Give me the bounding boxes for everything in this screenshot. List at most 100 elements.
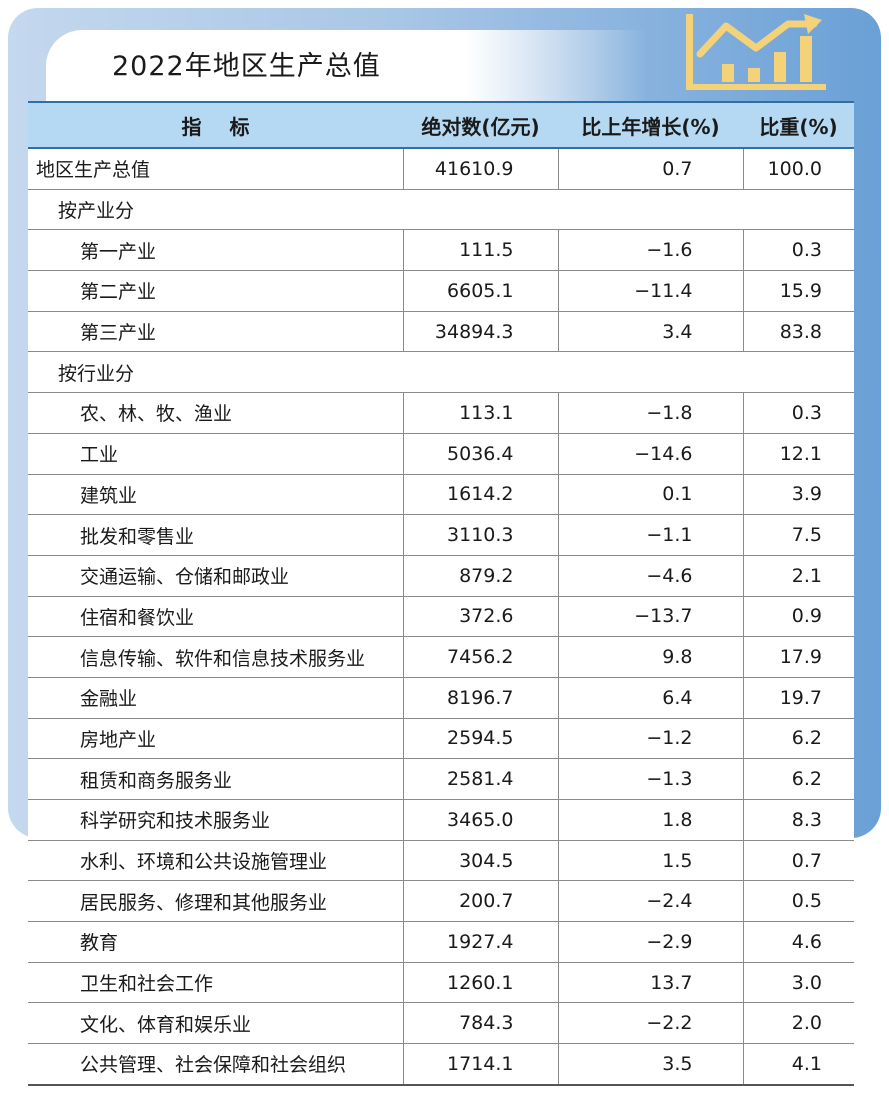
table-row: 第二产业 6605.1 −11.4 15.9: [28, 270, 854, 312]
cell-share: 0.3: [742, 392, 854, 434]
row-label: 教育: [28, 921, 403, 963]
cell-growth: −1.8: [557, 392, 743, 434]
row-label: 建筑业: [28, 474, 403, 516]
row-label: 居民服务、修理和其他服务业: [28, 880, 403, 923]
table-header: 指标 绝对数(亿元) 比上年增长(%) 比重(%): [28, 101, 854, 149]
cell-growth: 9.8: [557, 636, 743, 678]
row-label: 公共管理、社会保障和社会组织: [28, 1043, 403, 1086]
section-row: 按行业分: [28, 351, 854, 394]
header-row: 指标 绝对数(亿元) 比上年增长(%) 比重(%): [28, 101, 854, 149]
cell-growth: 1.8: [557, 799, 743, 841]
header-growth: 比上年增长(%): [558, 101, 743, 149]
table-row: 第一产业 111.5 −1.6 0.3: [28, 229, 854, 272]
cell-absolute: 3110.3: [402, 514, 558, 556]
row-label: 地区生产总值: [28, 148, 403, 190]
cell-share: 0.5: [742, 880, 854, 923]
table-row: 居民服务、修理和其他服务业 200.7 −2.4 0.5: [28, 880, 854, 923]
cell-growth: 13.7: [557, 962, 743, 1004]
cell-growth: −2.4: [557, 880, 743, 923]
table-row: 租赁和商务服务业 2581.4 −1.3 6.2: [28, 758, 854, 800]
cell-share: 19.7: [742, 677, 854, 719]
cell-share: 4.6: [742, 921, 854, 963]
table-row: 房地产业 2594.5 −1.2 6.2: [28, 718, 854, 760]
row-label: 金融业: [28, 677, 403, 719]
cell-share: 7.5: [742, 514, 854, 556]
cell-growth: −13.7: [557, 596, 743, 638]
table-row: 金融业 8196.7 6.4 19.7: [28, 677, 854, 719]
table-row: 卫生和社会工作 1260.1 13.7 3.0: [28, 962, 854, 1004]
cell-absolute: 41610.9: [402, 148, 558, 190]
cell-growth: −2.2: [557, 1002, 743, 1045]
cell-share: 0.3: [742, 229, 854, 272]
cell-growth: 1.5: [557, 840, 743, 882]
cell-absolute: 7456.2: [402, 636, 558, 678]
table-row: 教育 1927.4 −2.9 4.6: [28, 921, 854, 963]
header-indicator: 指标: [28, 101, 403, 149]
cell-growth: −1.2: [557, 718, 743, 760]
cell-growth: 0.1: [557, 474, 743, 516]
cell-absolute: 2581.4: [402, 758, 558, 800]
cell-growth: −11.4: [557, 270, 743, 312]
gdp-table: 指标 绝对数(亿元) 比上年增长(%) 比重(%) 地区生产总值 41610.9 0…: [28, 101, 854, 1086]
cell-absolute: 1927.4: [402, 921, 558, 963]
bar-line-chart-icon: [686, 14, 826, 90]
section-row: 按产业分: [28, 189, 854, 231]
row-label: 信息传输、软件和信息技术服务业: [28, 636, 403, 678]
cell-share: 17.9: [742, 636, 854, 678]
section-label: 按产业分: [28, 189, 854, 231]
section-label: 按行业分: [28, 351, 854, 394]
cell-absolute: 3465.0: [402, 799, 558, 841]
cell-share: 0.9: [742, 596, 854, 638]
cell-share: 3.0: [742, 962, 854, 1004]
title-tab: [46, 30, 646, 102]
cell-share: 2.0: [742, 1002, 854, 1045]
table-row: 工业 5036.4 −14.6 12.1: [28, 433, 854, 475]
cell-absolute: 5036.4: [402, 433, 558, 475]
row-label: 第三产业: [28, 311, 403, 353]
row-label: 房地产业: [28, 718, 403, 760]
cell-growth: −4.6: [557, 555, 743, 597]
cell-absolute: 372.6: [402, 596, 558, 638]
table-row: 科学研究和技术服务业 3465.0 1.8 8.3: [28, 799, 854, 841]
cell-growth: −1.6: [557, 229, 743, 272]
cell-absolute: 200.7: [402, 880, 558, 923]
table-row: 农、林、牧、渔业 113.1 −1.8 0.3: [28, 392, 854, 434]
table-row: 住宿和餐饮业 372.6 −13.7 0.9: [28, 596, 854, 638]
row-label: 工业: [28, 433, 403, 475]
cell-absolute: 879.2: [402, 555, 558, 597]
cell-absolute: 1714.1: [402, 1043, 558, 1086]
row-label: 水利、环境和公共设施管理业: [28, 840, 403, 882]
header-share: 比重(%): [743, 101, 854, 149]
row-label: 科学研究和技术服务业: [28, 799, 403, 841]
gdp-table-container: 指标 绝对数(亿元) 比上年增长(%) 比重(%) 地区生产总值 41610.9 0…: [28, 101, 854, 1086]
cell-growth: 6.4: [557, 677, 743, 719]
cell-growth: −14.6: [557, 433, 743, 475]
cell-growth: 3.5: [557, 1043, 743, 1086]
row-label: 交通运输、仓储和邮政业: [28, 555, 403, 597]
table-row: 水利、环境和公共设施管理业 304.5 1.5 0.7: [28, 840, 854, 882]
table-row: 公共管理、社会保障和社会组织 1714.1 3.5 4.1: [28, 1043, 854, 1086]
row-label: 租赁和商务服务业: [28, 758, 403, 800]
cell-growth: −1.3: [557, 758, 743, 800]
cell-share: 2.1: [742, 555, 854, 597]
cell-absolute: 111.5: [402, 229, 558, 272]
cell-growth: −1.1: [557, 514, 743, 556]
table-row: 批发和零售业 3110.3 −1.1 7.5: [28, 514, 854, 556]
cell-growth: −2.9: [557, 921, 743, 963]
row-label: 第二产业: [28, 270, 403, 312]
cell-absolute: 8196.7: [402, 677, 558, 719]
cell-share: 6.2: [742, 718, 854, 760]
cell-share: 12.1: [742, 433, 854, 475]
row-label: 批发和零售业: [28, 514, 403, 556]
cell-absolute: 2594.5: [402, 718, 558, 760]
row-label: 农、林、牧、渔业: [28, 392, 403, 434]
cell-share: 0.7: [742, 840, 854, 882]
cell-absolute: 1260.1: [402, 962, 558, 1004]
cell-absolute: 304.5: [402, 840, 558, 882]
cell-share: 6.2: [742, 758, 854, 800]
cell-absolute: 784.3: [402, 1002, 558, 1045]
cell-share: 4.1: [742, 1043, 854, 1086]
cell-growth: 3.4: [557, 311, 743, 353]
table-row: 文化、体育和娱乐业 784.3 −2.2 2.0: [28, 1002, 854, 1045]
row-label: 文化、体育和娱乐业: [28, 1002, 403, 1045]
